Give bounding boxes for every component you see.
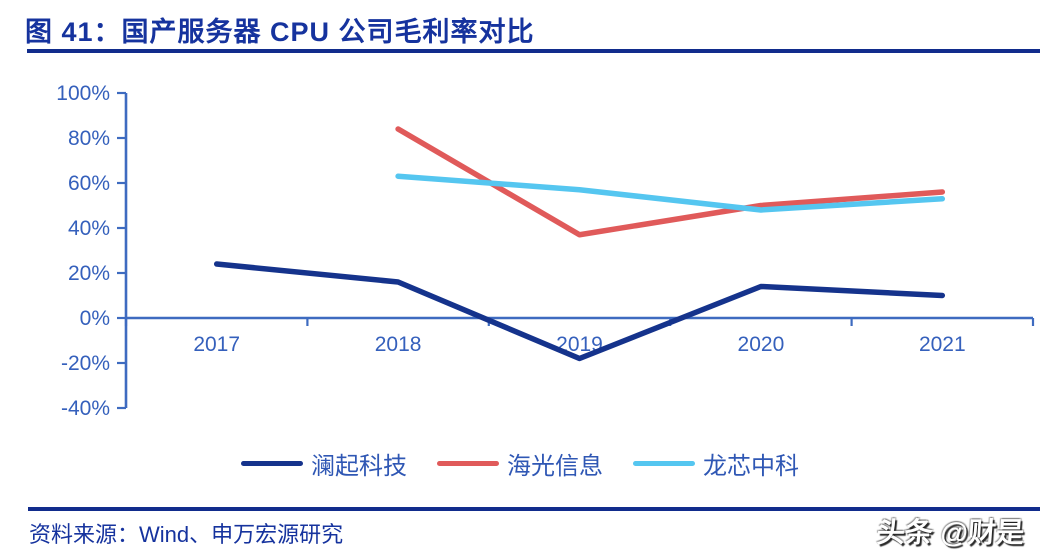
y-tick-label: 60%	[68, 172, 110, 195]
title-underline	[27, 49, 1040, 53]
watermark: 头条 @财是	[875, 517, 1025, 548]
chart-legend: 澜起科技 海光信息 龙芯中科	[0, 446, 1040, 481]
y-tick-label: -40%	[61, 397, 110, 420]
footer-rule	[28, 507, 1040, 511]
y-tick-label: 40%	[68, 217, 110, 240]
series-line-0	[213, 261, 946, 362]
y-tick-label: -20%	[61, 352, 110, 375]
y-tick-label: 80%	[68, 127, 110, 150]
x-tick-label: 2019	[556, 333, 603, 356]
x-tick-label: 2021	[919, 333, 966, 356]
lanqi-line-swatch	[241, 461, 303, 466]
y-tick-label: 100%	[56, 82, 110, 105]
legend-label: 澜起科技	[311, 453, 407, 480]
legend-item-haiguang: 海光信息	[437, 446, 603, 481]
figure-title: 图 41：国产服务器 CPU 公司毛利率对比	[25, 17, 535, 47]
y-tick-label: 0%	[80, 307, 110, 330]
legend-item-loongson: 龙芯中科	[633, 446, 799, 481]
legend-item-lanqi: 澜起科技	[241, 446, 407, 481]
x-tick-label: 2018	[375, 333, 422, 356]
x-tick-label: 2017	[193, 333, 240, 356]
y-tick-label: 20%	[68, 262, 110, 285]
legend-label: 龙芯中科	[703, 453, 799, 480]
source-note: 资料来源：Wind、申万宏源研究	[29, 522, 344, 547]
haiguang-line-swatch	[437, 461, 499, 466]
x-tick-label: 2020	[738, 333, 785, 356]
legend-label: 海光信息	[507, 453, 603, 480]
loongson-line-swatch	[633, 461, 695, 466]
series-line-2	[395, 173, 946, 213]
